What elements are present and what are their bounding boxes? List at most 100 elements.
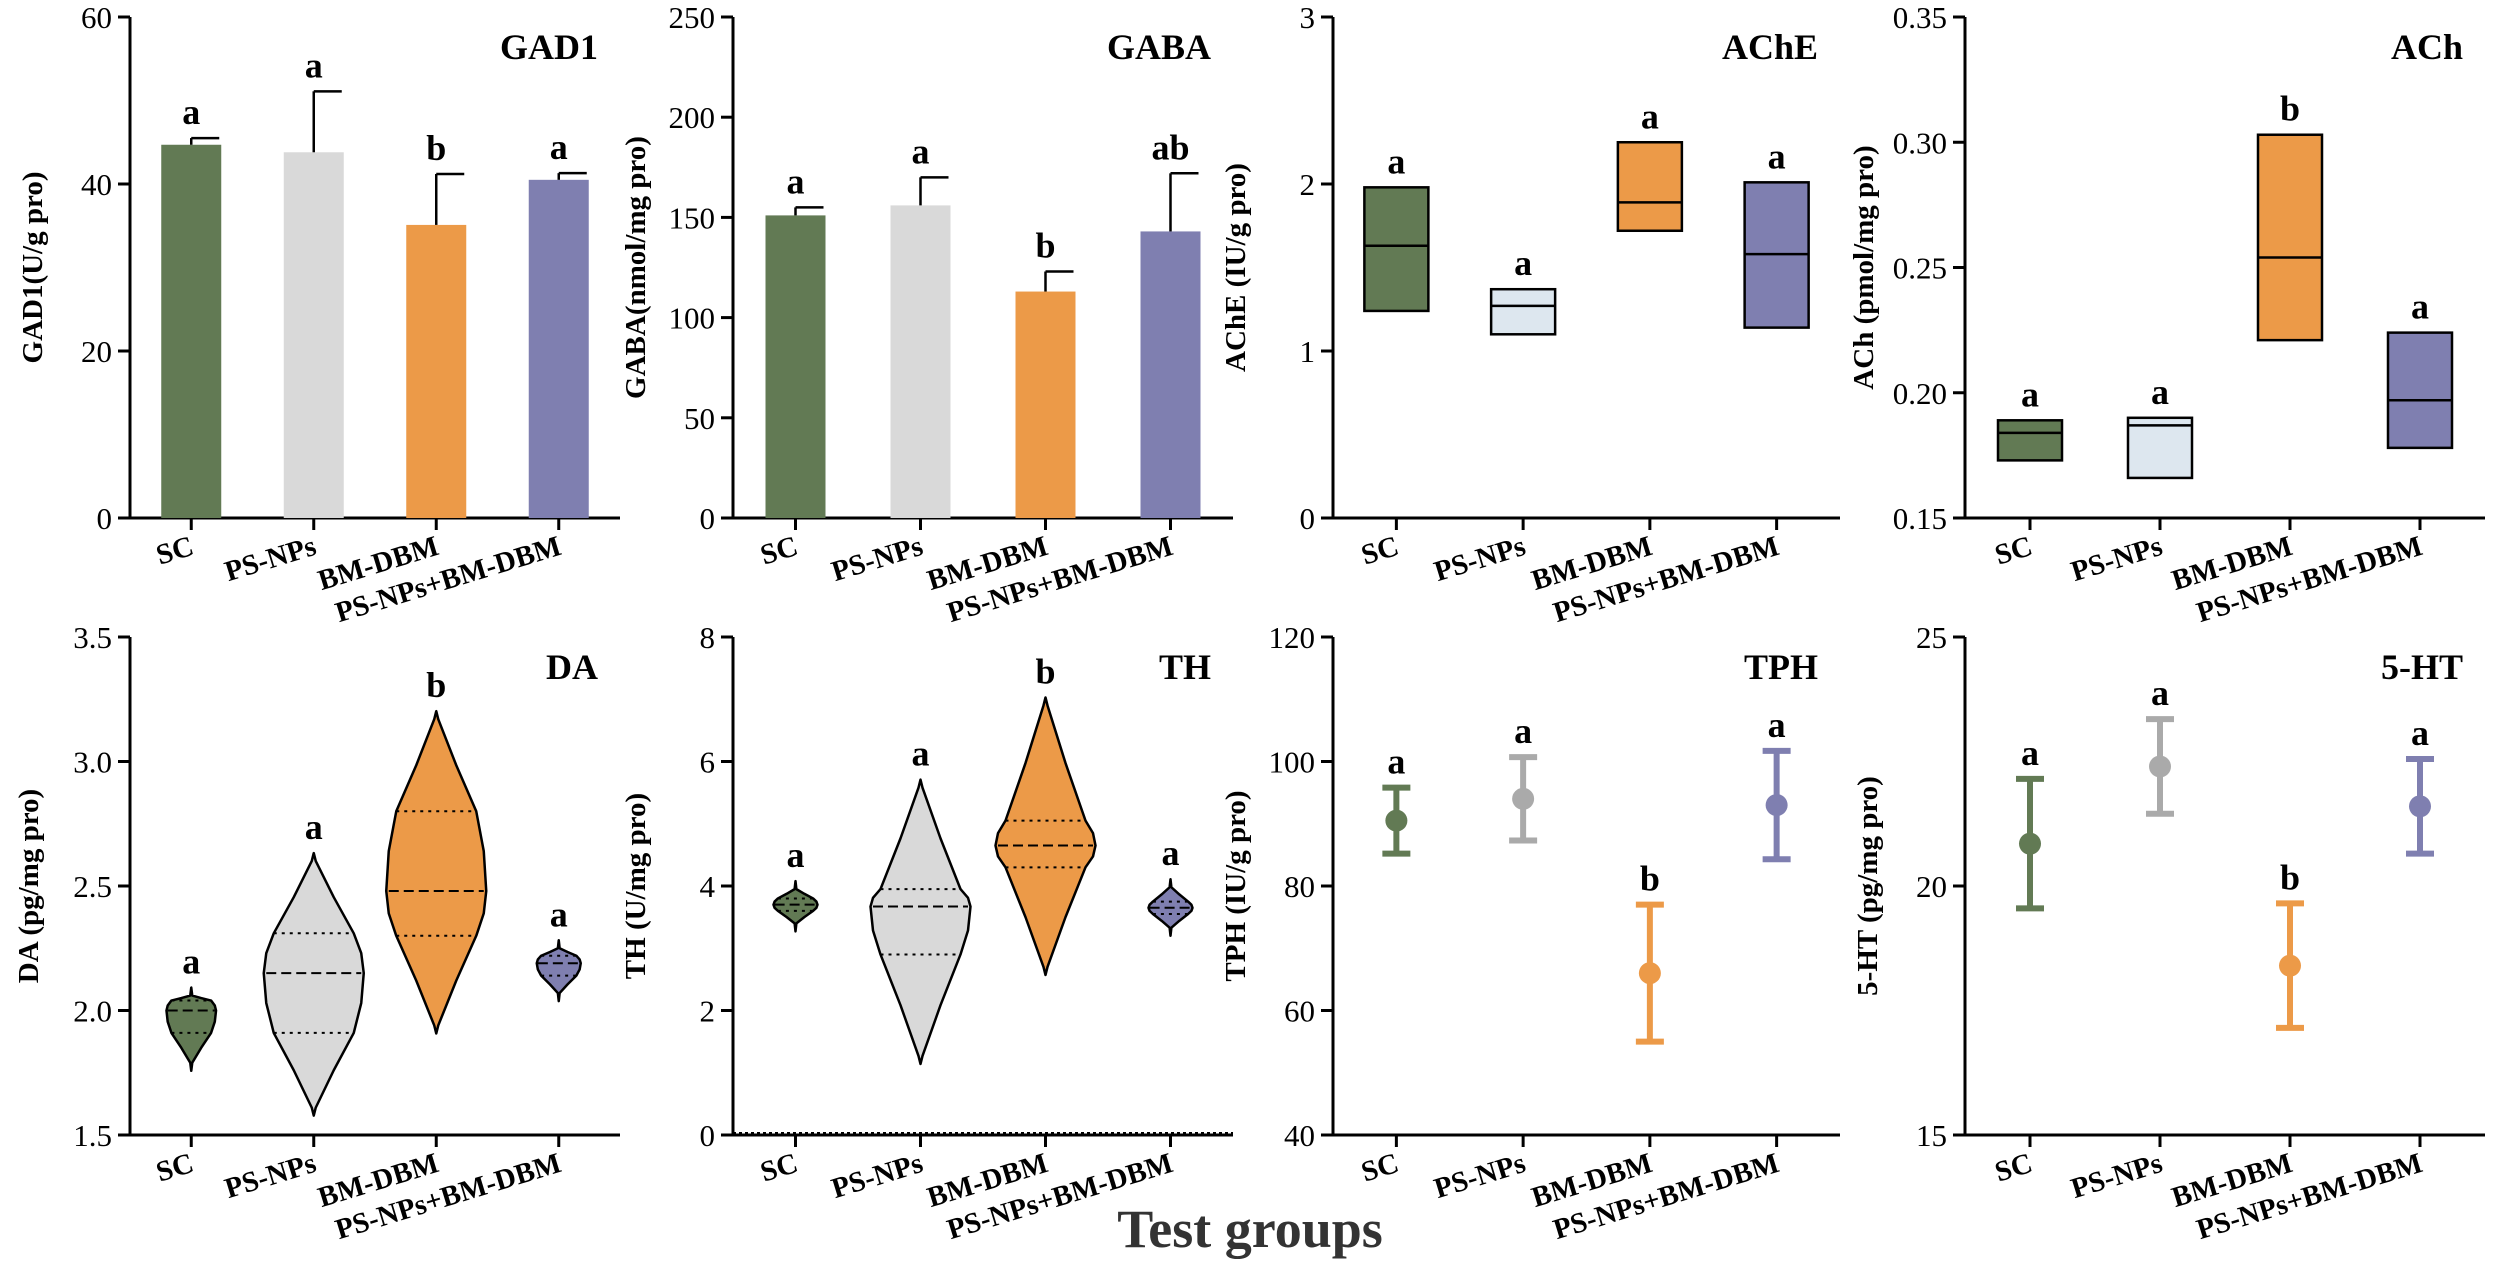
gaba-bar — [1015, 291, 1076, 518]
ache-x-tick-label: PS-NPs — [1430, 530, 1529, 588]
ht5-title: 5-HT — [2381, 647, 2463, 687]
ht5-point — [2149, 755, 2171, 778]
tph-point — [1765, 794, 1788, 817]
ache-y-tick-label: 1 — [1300, 334, 1316, 369]
da-x-tick-label: SC — [152, 1147, 197, 1188]
gaba-y-tick-label: 150 — [669, 200, 716, 235]
da-significance-letter: a — [550, 894, 568, 934]
ache-title: AChE — [1722, 27, 1818, 67]
gaba-y-tick-label: 50 — [684, 401, 715, 436]
ach-x-tick-label: SC — [1991, 530, 2036, 571]
ach-y-axis-label: ACh (pmol/mg pro) — [1848, 145, 1880, 389]
ht5-point — [2409, 795, 2431, 818]
gaba-bar — [765, 215, 826, 518]
ache-box — [1363, 186, 1430, 313]
panel-ach: 0.15 0.20 0.25 0.30 0.35 ACh (pmol/mg pro) ACh… — [1848, 0, 2485, 629]
ach-significance-letter: a — [2411, 287, 2429, 327]
ht5-point — [2019, 832, 2041, 855]
ht5-significance-letter: b — [2280, 857, 2300, 897]
da-y-tick-label: 3.0 — [73, 745, 112, 780]
tph-title: TPH — [1744, 647, 1818, 687]
ach-box — [2256, 133, 2324, 342]
th-violin — [994, 696, 1097, 977]
tph-y-axis-label: TPH (IU/g pro) — [1220, 790, 1252, 981]
gad1-bar — [406, 224, 467, 519]
da-significance-letter: a — [182, 942, 200, 982]
gaba-y-tick-label: 100 — [669, 301, 716, 336]
ht5-x-tick-label: SC — [1991, 1147, 2036, 1188]
ach-significance-letter: a — [2021, 374, 2039, 414]
gaba-y-tick-label: 250 — [669, 0, 716, 35]
gaba-significance-letter: a — [912, 131, 930, 171]
da-significance-letter: a — [305, 807, 323, 847]
ach-box — [1996, 419, 2064, 462]
tph-significance-letter: a — [1768, 705, 1786, 745]
ht5-x-tick-label: PS-NPs — [2067, 1147, 2166, 1205]
ht5-point — [2279, 954, 2301, 977]
ach-title: ACh — [2391, 27, 2463, 67]
gaba-x-tick-label: PS-NPs — [828, 530, 927, 588]
ht5-y-tick-label: 20 — [1916, 869, 1947, 904]
tph-y-tick-label: 120 — [1269, 620, 1316, 655]
tph-y-tick-label: 80 — [1284, 869, 1315, 904]
da-title: DA — [546, 647, 598, 687]
gad1-y-tick-label: 20 — [81, 334, 112, 369]
ht5-y-axis-label: 5-HT (pg/mg pro) — [1852, 776, 1884, 996]
da-x-tick-label: PS-NPs — [221, 1147, 320, 1205]
ach-x-tick-label: PS-NPs — [2067, 530, 2166, 588]
th-significance-letter: a — [912, 734, 930, 774]
panel-gaba: 0 50 100 150 200 250 GABA(nmol/mg pro) GABA SC PS… — [620, 0, 1233, 629]
th-y-tick-label: 4 — [700, 869, 716, 904]
ache-box — [1616, 141, 1684, 233]
gad1-bar — [528, 179, 589, 518]
tph-point — [1385, 809, 1408, 832]
ach-significance-letter: a — [2151, 372, 2169, 412]
ht5-y-tick-label: 15 — [1916, 1118, 1947, 1153]
gaba-x-tick-label: SC — [757, 530, 802, 571]
gad1-y-tick-label: 0 — [97, 501, 113, 536]
ach-y-tick-label: 0.30 — [1893, 125, 1947, 160]
ht5-significance-letter: a — [2151, 673, 2169, 713]
da-y-tick-label: 2.5 — [73, 869, 112, 904]
tph-y-tick-label: 100 — [1269, 745, 1316, 780]
gaba-significance-letter: a — [787, 161, 805, 201]
tph-point — [1638, 962, 1661, 985]
da-violin — [262, 851, 365, 1117]
ache-significance-letter: a — [1768, 136, 1786, 176]
da-violin — [165, 986, 218, 1073]
gaba-y-tick-label: 0 — [700, 501, 716, 536]
ache-y-tick-label: 3 — [1300, 0, 1316, 35]
th-y-tick-label: 2 — [700, 994, 716, 1029]
gad1-bar — [283, 152, 344, 518]
gaba-y-tick-label: 200 — [669, 100, 716, 135]
gad1-y-tick-label: 40 — [81, 167, 112, 202]
gad1-y-tick-label: 60 — [81, 0, 112, 35]
da-y-tick-label: 2.0 — [73, 994, 112, 1029]
th-significance-letter: a — [1162, 833, 1180, 873]
gad1-x-tick-label: PS-NPs — [221, 530, 320, 588]
th-y-axis-label: TH (U/mg pro) — [620, 793, 652, 979]
gaba-title: GABA — [1107, 27, 1211, 67]
ht5-significance-letter: a — [2411, 713, 2429, 753]
ht5-y-tick-label: 25 — [1916, 620, 1947, 655]
th-title: TH — [1159, 647, 1211, 687]
tph-y-tick-label: 40 — [1284, 1118, 1315, 1153]
gad1-significance-letter: a — [182, 92, 200, 132]
tph-x-tick-label: SC — [1358, 1147, 1403, 1188]
gad1-significance-letter: a — [305, 45, 323, 85]
ache-x-tick-label: SC — [1358, 530, 1403, 571]
figure-xlabel: Test groups — [1117, 1199, 1383, 1259]
gad1-significance-letter: a — [550, 127, 568, 167]
da-y-tick-label: 1.5 — [73, 1118, 112, 1153]
ache-y-axis-label: AChE (IU/g pro) — [1220, 163, 1252, 372]
da-violin — [535, 939, 582, 1003]
ache-significance-letter: a — [1387, 141, 1405, 181]
gaba-y-axis-label: GABA(nmol/mg pro) — [620, 136, 652, 399]
gaba-significance-letter: b — [1035, 226, 1055, 266]
ache-box — [1489, 287, 1557, 336]
